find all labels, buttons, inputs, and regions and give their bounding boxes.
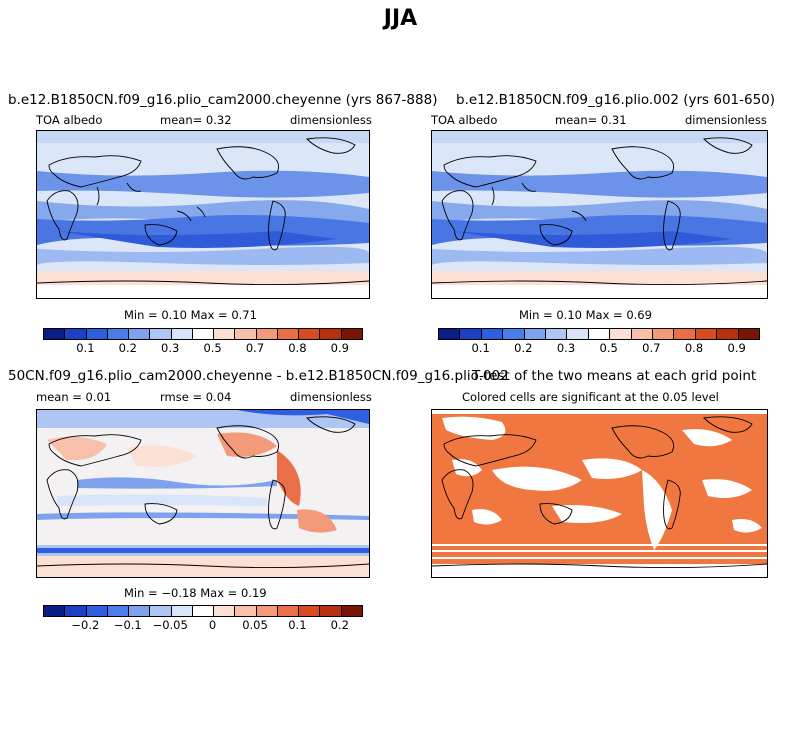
panel2-field-label: TOA albedo (431, 113, 498, 127)
colorbar-swatch (214, 606, 236, 616)
colorbar-swatch (129, 329, 151, 339)
colorbar-tick-label: 0.05 (242, 618, 268, 632)
colorbar-swatch (674, 329, 696, 339)
colorbar-swatch (192, 606, 215, 616)
colorbar-swatch (277, 329, 300, 339)
panel1-colorbar (43, 328, 363, 340)
colorbar-tick-label: 0.2 (514, 341, 533, 355)
colorbar-swatch (588, 329, 611, 339)
colorbar-swatch (460, 329, 482, 339)
colorbar-swatch (107, 329, 130, 339)
colorbar-swatch (439, 329, 461, 339)
colorbar-swatch (738, 329, 760, 339)
colorbar-tick-label: 0.3 (556, 341, 576, 355)
panel2-colorbar-ticks: 0.1 0.2 0.3 0.5 0.7 0.8 0.9 (438, 341, 758, 357)
panel3-colorbar-ticks: −0.2 −0.1 −0.05 0 0.05 0.1 0.2 (43, 618, 361, 634)
panel1-mean: mean= 0.32 (160, 113, 232, 127)
colorbar-swatch (256, 606, 278, 616)
colorbar-swatch (320, 329, 342, 339)
colorbar-tick-label: 0.8 (684, 341, 704, 355)
colorbar-tick-label: 0.1 (288, 618, 307, 632)
colorbar-tick-label: 0 (208, 618, 217, 632)
colorbar-tick-label: 0.1 (76, 341, 95, 355)
colorbar-tick-label: 0.5 (599, 341, 618, 355)
colorbar-swatch (524, 329, 547, 339)
panel3-minmax: Min = −0.18 Max = 0.19 (124, 586, 267, 600)
panel2-units: dimensionless (685, 113, 767, 127)
panel3-title: 50CN.f09_g16.plio_cam2000.cheyenne - b.e… (8, 368, 509, 384)
colorbar-swatch (235, 329, 257, 339)
panel2-map (431, 130, 768, 299)
panel1-map (36, 130, 370, 299)
colorbar-swatch (610, 329, 632, 339)
colorbar-swatch (320, 606, 342, 616)
colorbar-swatch (44, 329, 66, 339)
colorbar-swatch (546, 329, 568, 339)
colorbar-swatch (299, 606, 321, 616)
colorbar-swatch (277, 606, 300, 616)
colorbar-swatch (86, 606, 108, 616)
colorbar-tick-label: −0.2 (71, 618, 100, 632)
panel1-colorbar-ticks: 0.1 0.2 0.3 0.5 0.7 0.8 0.9 (43, 341, 361, 357)
panel3-colorbar (43, 605, 363, 617)
colorbar-swatch (481, 329, 504, 339)
colorbar-swatch (653, 329, 675, 339)
panel2-minmax: Min = 0.10 Max = 0.69 (519, 308, 652, 322)
colorbar-tick-label: 0.7 (642, 341, 661, 355)
colorbar-swatch (171, 329, 193, 339)
colorbar-tick-label: 0.1 (471, 341, 490, 355)
panel3-map (36, 409, 370, 578)
colorbar-swatch (235, 606, 257, 616)
panel2-map-graphic (432, 131, 767, 298)
colorbar-tick-label: 0.2 (330, 618, 349, 632)
colorbar-swatch (107, 606, 130, 616)
colorbar-swatch (171, 606, 193, 616)
colorbar-swatch (341, 329, 362, 339)
colorbar-tick-label: 0.9 (727, 341, 746, 355)
colorbar-swatch (299, 329, 321, 339)
panel1-minmax: Min = 0.10 Max = 0.71 (124, 308, 257, 322)
panel2-colorbar (438, 328, 760, 340)
colorbar-swatch (129, 606, 151, 616)
panel1-field-label: TOA albedo (36, 113, 103, 127)
colorbar-swatch (695, 329, 718, 339)
colorbar-tick-label: 0.7 (245, 341, 265, 355)
panel2-mean: mean= 0.31 (555, 113, 627, 127)
panel4-map-graphic (432, 410, 767, 577)
colorbar-tick-label: 0.8 (288, 341, 307, 355)
colorbar-tick-label: 0.2 (118, 341, 137, 355)
panel4-subtitle: Colored cells are significant at the 0.0… (462, 390, 719, 404)
colorbar-swatch (86, 329, 108, 339)
colorbar-tick-label: −0.05 (152, 618, 188, 632)
colorbar-swatch (256, 329, 278, 339)
colorbar-swatch (192, 329, 215, 339)
panel1-map-graphic (37, 131, 369, 298)
colorbar-tick-label: 0.5 (203, 341, 222, 355)
colorbar-swatch (150, 606, 172, 616)
colorbar-tick-label: 0.9 (330, 341, 349, 355)
colorbar-swatch (503, 329, 525, 339)
colorbar-swatch (341, 606, 362, 616)
panel3-map-graphic (37, 410, 369, 577)
panel4-map (431, 409, 768, 578)
colorbar-swatch (631, 329, 654, 339)
colorbar-swatch (214, 329, 236, 339)
colorbar-swatch (567, 329, 589, 339)
panel3-rmse: rmse = 0.04 (160, 390, 232, 404)
figure-title: JJA (383, 6, 418, 31)
panel3-units: dimensionless (290, 390, 372, 404)
colorbar-swatch (717, 329, 739, 339)
colorbar-swatch (65, 606, 87, 616)
panel3-mean: mean = 0.01 (36, 390, 112, 404)
colorbar-tick-label: 0.3 (161, 341, 180, 355)
panel1-title: b.e12.B1850CN.f09_g16.plio_cam2000.cheye… (8, 92, 438, 108)
panel1-units: dimensionless (290, 113, 372, 127)
colorbar-tick-label: −0.1 (113, 618, 142, 632)
panel2-title: b.e12.B1850CN.f09_g16.plio.002 (yrs 601-… (456, 92, 776, 108)
colorbar-swatch (44, 606, 66, 616)
panel4-title: T-test of the two means at each grid poi… (472, 368, 757, 384)
colorbar-swatch (150, 329, 172, 339)
colorbar-swatch (65, 329, 87, 339)
